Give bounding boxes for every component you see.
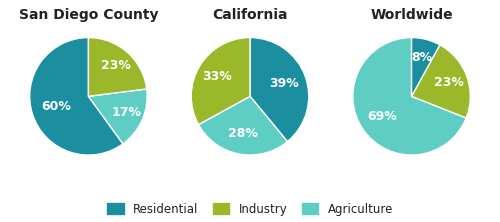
Text: 17%: 17% [111, 106, 141, 119]
Wedge shape [353, 38, 466, 155]
Wedge shape [30, 38, 123, 155]
Text: 39%: 39% [270, 77, 299, 90]
Text: 23%: 23% [434, 76, 464, 89]
Title: San Diego County: San Diego County [18, 8, 158, 22]
Wedge shape [412, 45, 470, 118]
Text: 23%: 23% [100, 59, 130, 72]
Title: Worldwide: Worldwide [370, 8, 453, 22]
Wedge shape [250, 38, 308, 142]
Text: 8%: 8% [411, 51, 432, 64]
Title: California: California [212, 8, 288, 22]
Wedge shape [412, 38, 440, 96]
Wedge shape [88, 89, 147, 144]
Text: 69%: 69% [368, 110, 398, 123]
Text: 28%: 28% [228, 127, 258, 140]
Wedge shape [192, 38, 250, 125]
Text: 60%: 60% [41, 100, 71, 113]
Legend: Residential, Industry, Agriculture: Residential, Industry, Agriculture [102, 198, 398, 220]
Wedge shape [198, 96, 288, 155]
Text: 33%: 33% [202, 70, 232, 83]
Wedge shape [88, 38, 146, 96]
